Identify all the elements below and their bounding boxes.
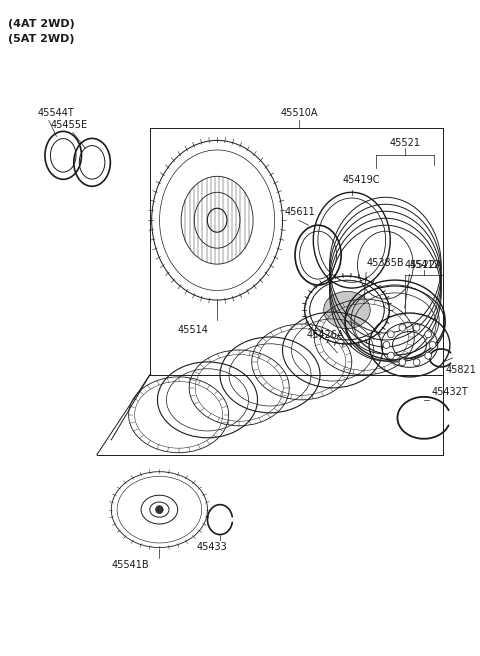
Circle shape <box>413 324 420 331</box>
Circle shape <box>387 352 394 359</box>
Text: 45510A: 45510A <box>280 108 318 119</box>
Text: (5AT 2WD): (5AT 2WD) <box>8 33 75 44</box>
Text: 45432T: 45432T <box>432 387 468 397</box>
Text: 45611: 45611 <box>285 207 315 217</box>
Text: 45412: 45412 <box>409 260 440 270</box>
Text: 45544T: 45544T <box>37 108 74 119</box>
Text: 45455E: 45455E <box>51 121 88 131</box>
Text: 45821: 45821 <box>445 365 476 375</box>
Circle shape <box>383 342 390 348</box>
Text: (4AT 2WD): (4AT 2WD) <box>8 18 75 29</box>
Circle shape <box>425 331 432 338</box>
Text: 45433: 45433 <box>197 542 228 552</box>
Circle shape <box>387 331 394 338</box>
Circle shape <box>425 352 432 359</box>
Text: 45521: 45521 <box>389 138 420 148</box>
Text: 45541B: 45541B <box>112 560 149 569</box>
Circle shape <box>399 359 406 366</box>
Text: 45522A: 45522A <box>405 260 443 270</box>
Circle shape <box>429 342 436 348</box>
Ellipse shape <box>324 291 370 329</box>
Circle shape <box>413 359 420 366</box>
Text: 45419C: 45419C <box>342 175 380 185</box>
Text: 45514: 45514 <box>178 325 208 335</box>
Text: 45426A: 45426A <box>307 330 345 340</box>
Circle shape <box>156 506 163 514</box>
Text: 45385B: 45385B <box>366 258 404 268</box>
Circle shape <box>399 324 406 331</box>
